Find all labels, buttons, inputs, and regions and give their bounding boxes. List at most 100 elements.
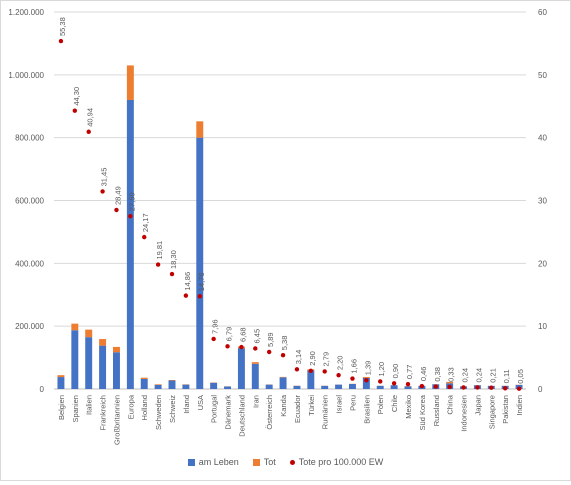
bar-tot: [71, 324, 78, 331]
rate-point: [253, 346, 257, 350]
rate-point: [503, 386, 507, 390]
category-label: Irland: [182, 395, 191, 414]
bars: [57, 65, 522, 389]
rate-point: [170, 272, 174, 276]
bar-tot: [196, 121, 203, 137]
bar-am-leben: [196, 138, 203, 389]
legend-label-alive: am Leben: [199, 457, 239, 467]
category-label: Deutschland: [237, 395, 246, 437]
rate-label: 5,89: [266, 332, 275, 347]
category-label: Polen: [376, 395, 385, 414]
left-tick-label: 200.000: [15, 322, 44, 331]
bar-tot: [141, 378, 148, 379]
rate-label: 0,77: [405, 365, 414, 380]
rate-label: 6,68: [238, 327, 247, 342]
category-label: Ecuador: [293, 395, 302, 423]
rate-label: 24,17: [141, 213, 150, 232]
rate-label: 28,49: [113, 186, 122, 205]
legend-label-dead: Tot: [264, 457, 276, 467]
bar-tot: [85, 330, 92, 338]
bar-am-leben: [293, 386, 300, 389]
category-label: Türkei: [307, 395, 316, 416]
bar-am-leben: [377, 386, 384, 389]
legend-item-rate: Tote pro 100.000 EW: [290, 457, 384, 467]
left-tick-label: 600.000: [15, 197, 44, 206]
rate-point: [211, 337, 215, 341]
legend-swatch-alive: [188, 459, 195, 466]
rate-point: [461, 385, 465, 389]
rate-point: [434, 384, 438, 388]
bar-tot: [99, 339, 106, 346]
category-label: Indonesien: [460, 395, 469, 432]
category-label: Mexiko: [404, 395, 413, 419]
category-label: Schweden: [154, 395, 163, 430]
legend-marker-rate: [290, 460, 295, 465]
rate-label: 2,79: [322, 352, 331, 367]
category-label: Peru: [348, 395, 357, 411]
rate-label: 0,46: [419, 367, 428, 382]
rate-point: [336, 373, 340, 377]
rate-point: [100, 189, 104, 193]
bar-tot: [127, 65, 134, 100]
rate-label: 0,21: [488, 368, 497, 383]
category-label: Schweiz: [168, 395, 177, 423]
rate-label: 0,38: [433, 367, 442, 382]
rate-label: 0,24: [474, 368, 483, 383]
rate-label: 1,20: [377, 362, 386, 377]
legend-swatch-dead: [253, 459, 260, 466]
rate-point: [323, 369, 327, 373]
rate-label: 14,76: [197, 272, 206, 291]
left-tick-label: 800.000: [15, 134, 44, 143]
category-label: Singapore: [487, 395, 496, 429]
rate-point: [128, 214, 132, 218]
rate-label: 2,20: [336, 356, 345, 371]
right-tick-label: 20: [538, 259, 547, 268]
rate-point: [364, 378, 368, 382]
bar-am-leben: [252, 364, 259, 389]
category-label: Europa: [126, 394, 135, 419]
bar-tot: [169, 380, 176, 381]
rate-label: 3,14: [294, 350, 303, 365]
bar-am-leben: [85, 337, 92, 389]
rate-label: 6,45: [252, 329, 261, 344]
category-label: USA: [196, 395, 205, 410]
rate-point: [198, 294, 202, 298]
category-label: Italien: [85, 395, 94, 415]
gridlines: [54, 12, 526, 389]
bar-am-leben: [405, 386, 412, 389]
rate-point: [392, 381, 396, 385]
bar-am-leben: [321, 386, 328, 389]
rate-point: [475, 385, 479, 389]
category-label: Russland: [432, 395, 441, 426]
rate-point: [59, 39, 63, 43]
category-label: Spanien: [71, 395, 80, 423]
rate-label: 55,38: [58, 17, 67, 36]
rate-label: 31,45: [100, 168, 109, 187]
rate-point: [517, 386, 521, 390]
legend-item-alive: am Leben: [188, 457, 239, 467]
category-label: Japan: [473, 395, 482, 415]
bar-am-leben: [71, 330, 78, 389]
rate-label: 40,94: [86, 108, 95, 127]
bar-am-leben: [169, 381, 176, 389]
rate-point: [156, 262, 160, 266]
right-tick-label: 0: [538, 385, 543, 394]
right-tick-label: 10: [538, 322, 547, 331]
rate-label: 44,30: [72, 87, 81, 106]
rate-label: 0,24: [461, 368, 470, 383]
rate-label: 19,81: [155, 241, 164, 260]
bar-am-leben: [182, 385, 189, 389]
bar-am-leben: [349, 384, 356, 389]
rate-point: [420, 384, 424, 388]
category-label: Großbritannien: [112, 395, 121, 445]
rate-point: [87, 130, 91, 134]
left-tick-label: 0: [40, 385, 45, 394]
left-tick-label: 400.000: [15, 259, 44, 268]
bar-am-leben: [391, 385, 398, 389]
category-label: Österreich: [265, 395, 274, 430]
left-axis-ticks: 0200.000400.000600.000800.0001.000.0001.…: [8, 8, 44, 394]
bar-am-leben: [238, 348, 245, 389]
